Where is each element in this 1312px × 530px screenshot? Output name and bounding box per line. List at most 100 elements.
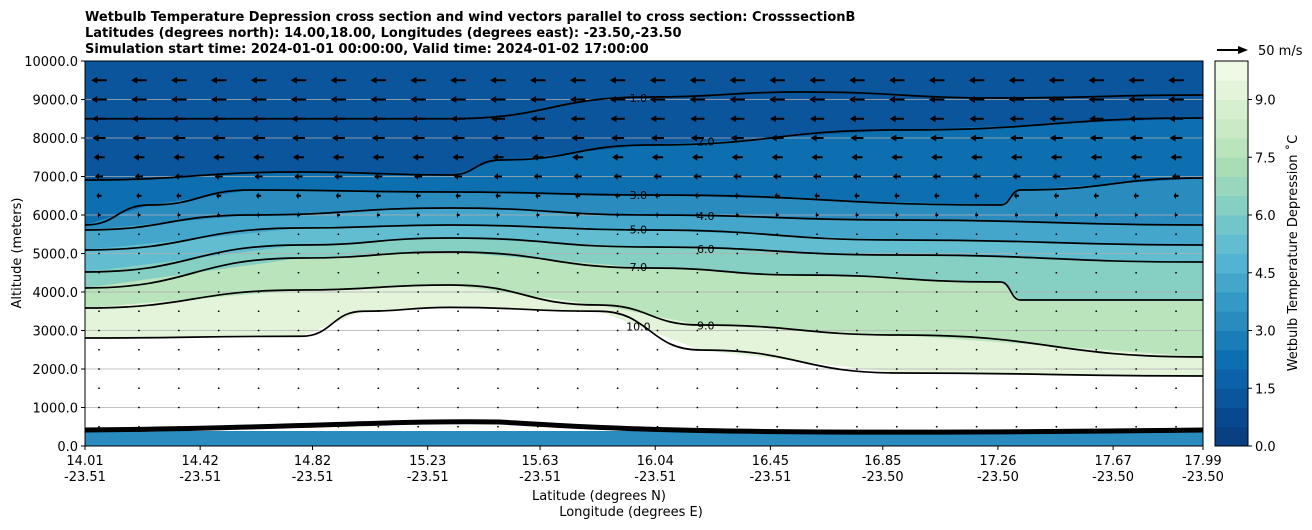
wind-vector-head-icon [809,96,816,103]
wind-vector-head-icon [1008,96,1015,103]
wind-vector-head-icon [490,96,497,103]
wind-vector [450,96,466,103]
wind-vector [96,192,102,200]
wind-vector [97,211,101,219]
wind-vector-head-icon [849,115,856,123]
wind-vector [849,96,865,103]
wind-vector [656,233,659,236]
wind-vector [1055,387,1058,390]
wind-vector-head-icon [615,192,618,200]
colorbar-swatch [1215,61,1248,81]
wind-vector [217,252,220,255]
wind-vector [1135,387,1138,390]
wind-vector [656,368,659,370]
wind-vector [254,173,263,180]
wind-vector [457,406,459,409]
wind-vector [98,368,100,370]
wind-vector [931,153,943,161]
wind-vector-head-icon [650,115,657,123]
wind-vector [1093,192,1099,200]
wind-vector [95,173,104,180]
wind-vector-head-icon [173,153,179,161]
wind-vector [457,233,459,236]
wind-vector [131,96,147,103]
wind-vector [1175,368,1177,370]
wind-vector-head-icon [370,76,377,84]
wind-vector [655,211,660,219]
wind-vector [609,96,626,103]
wind-vector [616,425,619,428]
contour-line-10.0 [85,306,1203,377]
wind-vector-head-icon [456,211,459,219]
wind-vector [210,96,227,103]
wind-vector [1015,233,1018,236]
wind-vector-head-icon [1170,153,1177,161]
colorbar-swatch [1215,118,1248,139]
wind-vector [138,406,140,409]
wind-vector-head-icon [416,211,419,219]
wind-vector-head-icon [731,153,738,161]
wind-vector-head-icon [970,134,977,142]
wind-vector [491,134,505,142]
wind-vector [895,310,898,313]
wind-vector [736,329,739,332]
wind-vector-head-icon [530,96,537,103]
wind-vector [653,173,662,180]
wind-vector [532,153,544,161]
wind-vector [696,348,699,351]
wind-vector-head-icon [769,76,776,84]
wind-vector-head-icon [495,192,498,200]
wind-vector [257,211,261,219]
wind-vector [536,348,539,351]
wind-vector [1175,291,1177,293]
wind-vector [1008,96,1025,103]
wind-vector [257,387,260,390]
wind-vector [811,153,823,161]
wind-vector-head-icon [689,76,696,84]
wind-vector [1055,310,1058,313]
wind-vector [1055,271,1058,274]
wind-vector [171,96,187,103]
wind-vector [492,153,504,161]
wind-vector [1169,134,1183,142]
wind-vector-head-icon [411,115,418,123]
wind-vector [1175,348,1177,351]
wind-vector [377,348,380,351]
wind-vector [497,252,499,255]
wind-vector [975,233,978,236]
wind-vector-head-icon [490,76,497,84]
wind-vector [297,271,300,274]
wind-vector [576,271,579,274]
wind-vector [98,387,100,390]
wind-vector [137,211,141,219]
wind-vector [530,96,546,103]
wind-vector-head-icon [1129,115,1136,123]
wind-vector [297,387,300,390]
wind-vector [851,153,863,161]
wind-vector [417,406,420,409]
wind-vector [217,291,220,293]
wind-vector [576,425,579,428]
colorbar-swatch [1215,311,1248,331]
wind-vector [935,387,938,390]
wind-vector [569,96,586,103]
wind-vector [457,387,459,390]
wind-vector [1095,252,1098,255]
wind-vector-head-icon [809,115,816,123]
wind-vector-head-icon [775,211,778,219]
wind-vector-head-icon [935,211,937,219]
wind-vector [816,271,818,274]
wind-vector [257,310,260,313]
wind-vector-head-icon [131,115,138,123]
wind-vector [376,211,380,219]
wind-vector [694,192,700,200]
wind-vector [849,76,865,84]
wind-vector-head-icon [211,115,218,123]
wind-vector [417,291,420,293]
wind-vector [1175,271,1177,274]
wind-vector-head-icon [616,211,618,219]
wind-vector [1008,76,1025,84]
wind-vector-head-icon [1092,173,1097,180]
wind-vector [1015,387,1018,390]
wind-vector [770,115,785,123]
